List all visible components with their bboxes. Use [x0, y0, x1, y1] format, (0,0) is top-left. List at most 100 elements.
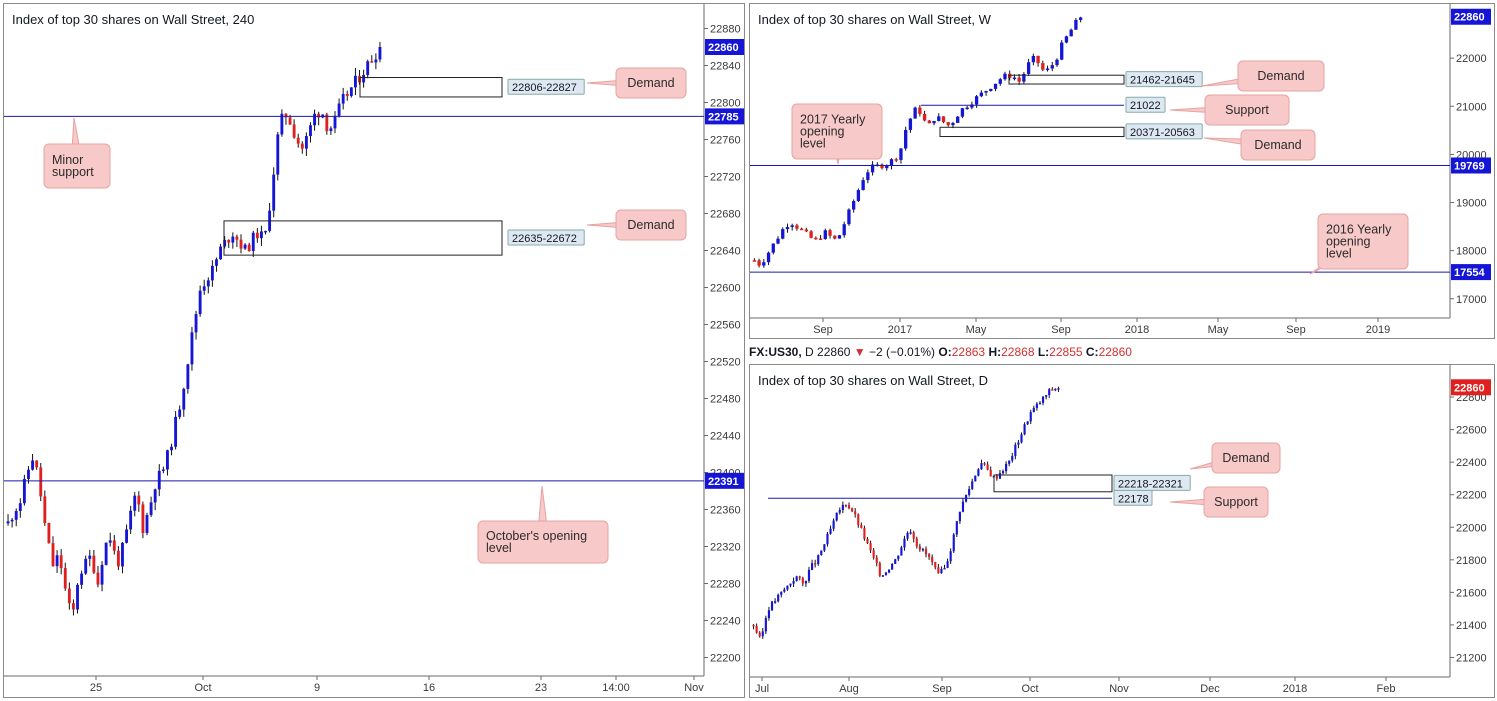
callout-box: [615, 67, 687, 99]
candle-body: [766, 252, 771, 263]
high-value: 22868: [1001, 345, 1035, 359]
candle-body: [872, 550, 875, 558]
candle-body: [80, 573, 84, 585]
candle-body: [956, 116, 960, 123]
candle-body: [952, 534, 955, 552]
callout-text: opening: [800, 125, 845, 139]
candle-body: [1045, 68, 1050, 71]
candle-body: [333, 115, 337, 129]
candle-body: [783, 589, 786, 592]
chart-240-svg[interactable]: Index of top 30 shares on Wall Street, 2…: [4, 4, 744, 697]
last-price-badge: [1451, 379, 1491, 396]
y-tick-label: 22840: [710, 61, 741, 73]
candle-body: [227, 239, 231, 243]
candle-body: [1055, 59, 1059, 66]
timeframe-label[interactable]: D: [805, 345, 814, 359]
candle-body: [894, 159, 898, 161]
candle-body: [1026, 62, 1031, 74]
x-tick-label: 23: [535, 682, 547, 694]
candle-body: [943, 567, 946, 570]
x-tick-label: Aug: [839, 683, 859, 695]
candle-body: [92, 555, 96, 573]
y-tick-label: 22320: [710, 542, 741, 554]
candle-body: [829, 528, 832, 534]
symbol-label[interactable]: FX:US30,: [749, 345, 802, 359]
zone-label: 22635-22672: [512, 233, 577, 245]
candle-body: [986, 464, 989, 470]
candle-body: [977, 469, 980, 476]
candle-body: [909, 532, 912, 534]
candle-body: [255, 232, 259, 239]
candle-body: [804, 580, 807, 584]
chart-panel-240[interactable]: Index of top 30 shares on Wall Street, 2…: [3, 3, 745, 698]
callout-text: Demand: [1222, 451, 1269, 465]
candle-body: [1078, 17, 1083, 20]
y-tick-label: 22000: [1456, 53, 1487, 65]
candle-body: [826, 533, 829, 545]
candle-body: [878, 562, 881, 576]
candle-body: [932, 120, 936, 124]
candle-body: [239, 239, 243, 249]
candle-body: [847, 209, 851, 225]
candle-body: [792, 580, 795, 584]
candle-body: [1005, 463, 1008, 472]
candle-body: [881, 575, 884, 577]
candle-body: [918, 546, 921, 550]
candle-body: [918, 107, 922, 115]
candle-body: [178, 409, 182, 417]
candle-body: [1011, 456, 1014, 461]
candle-body: [27, 469, 30, 479]
candle-body: [198, 290, 202, 315]
candle-body: [1054, 388, 1057, 391]
y-tick-label: 21400: [1456, 620, 1487, 632]
candle-body: [904, 129, 908, 149]
down-arrow-icon: ▼: [853, 345, 866, 359]
y-tick-label: 22680: [710, 209, 741, 221]
candle-body: [202, 286, 206, 291]
candle-body: [804, 229, 809, 232]
candle-body: [1017, 442, 1020, 445]
candle-body: [761, 631, 764, 637]
zone-label: 21462-21645: [1130, 75, 1195, 87]
low-label: L:: [1037, 345, 1050, 359]
candle-body: [108, 540, 112, 543]
zone-label-box: [1113, 474, 1191, 491]
candle-body: [1051, 389, 1054, 391]
callout-text: level: [1326, 247, 1352, 261]
candle-body: [983, 463, 986, 465]
zone-label-box: [507, 229, 585, 246]
close-value: 22860: [1098, 345, 1132, 359]
candle-body: [215, 259, 218, 266]
level-label: 22178: [1118, 493, 1149, 505]
candle-body: [1036, 55, 1040, 64]
candle-body: [899, 148, 903, 160]
chart-daily-svg[interactable]: Index of top 30 shares on Wall Street, D…: [750, 365, 1494, 697]
chart-panel-daily[interactable]: Index of top 30 shares on Wall Street, D…: [749, 364, 1495, 698]
chart-weekly-svg[interactable]: Index of top 30 shares on Wall Street, W…: [750, 4, 1494, 338]
candle-body: [949, 551, 952, 562]
candle-body: [210, 265, 214, 281]
candle-body: [67, 588, 71, 604]
candle-body: [129, 510, 133, 530]
candle-body: [141, 504, 145, 533]
candle-body: [1032, 408, 1035, 413]
candle-body: [856, 190, 861, 202]
chart-title: Index of top 30 shares on Wall Street, D: [758, 373, 988, 388]
zone-label: 20371-20563: [1130, 127, 1195, 139]
chart-panel-weekly[interactable]: Index of top 30 shares on Wall Street, W…: [749, 3, 1495, 339]
callout-text: Minor: [52, 153, 83, 167]
candle-body: [752, 624, 755, 627]
candle-body: [349, 87, 353, 97]
candle-body: [10, 519, 14, 522]
candle-body: [891, 563, 894, 570]
candle-body: [764, 618, 767, 632]
candle-body: [958, 511, 961, 522]
candle-body: [243, 244, 247, 249]
callout-text: level: [800, 137, 826, 151]
candle-body: [43, 496, 47, 523]
candle-body: [993, 83, 998, 89]
last-price-badge: [1451, 8, 1491, 25]
candle-body: [354, 75, 357, 88]
candle-body: [378, 46, 382, 60]
candle-body: [166, 450, 169, 470]
